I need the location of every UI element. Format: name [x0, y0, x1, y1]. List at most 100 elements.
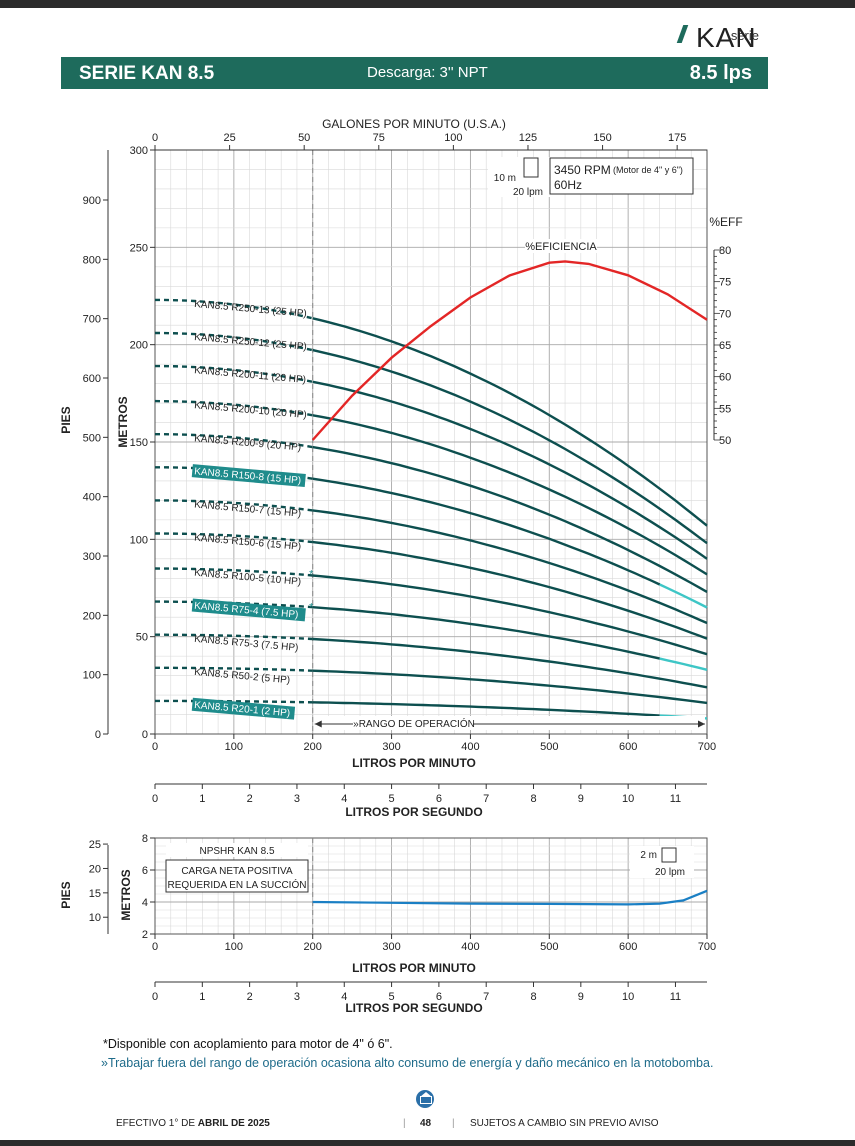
npsh-pies-axis-label: PIES	[59, 881, 73, 908]
footer-effective-date: ABRIL DE 2025	[197, 1118, 270, 1129]
brand-prefix: serie	[730, 28, 759, 43]
y-tick-label: 100	[130, 534, 148, 546]
y-tick-label: 0	[142, 729, 148, 741]
npsh-pies-tick-label: 25	[89, 839, 101, 851]
x-tick-label: 500	[540, 741, 558, 753]
npsh-y-axis-label: METROS	[119, 869, 133, 920]
npsh-x-tick-label: 600	[619, 941, 637, 953]
lps-tick-label: 0	[152, 793, 158, 805]
scale-box-vertical: 10 m	[494, 173, 516, 184]
pies-tick-label: 500	[83, 432, 101, 444]
bottom-bar	[0, 1140, 855, 1146]
pies-tick-label: 300	[83, 551, 101, 563]
npsh-x-tick-label: 300	[382, 941, 400, 953]
npsh-lps-tick-label: 10	[622, 991, 634, 1003]
pies-tick-label: 600	[83, 373, 101, 385]
npsh-lps-tick-label: 4	[341, 991, 347, 1003]
footer-separator: |	[403, 1118, 406, 1129]
lps-tick-label: 6	[436, 793, 442, 805]
pump-curve-label: KAN8.5 R150-7 (15 HP)	[194, 499, 302, 519]
npsh-lps-tick-label: 11	[670, 991, 681, 1003]
eff-tick-label: 65	[719, 340, 731, 352]
eff-tick-label: 80	[719, 245, 731, 257]
npsh-lps-tick-label: 1	[199, 991, 205, 1003]
npsh-x-tick-label: 700	[698, 941, 716, 953]
top-tick-label: 75	[373, 132, 385, 144]
lps-tick-label: 7	[483, 793, 489, 805]
top-tick-label: 25	[223, 132, 235, 144]
npsh-pies-tick-label: 15	[89, 888, 101, 900]
npsh-y-tick-label: 6	[142, 865, 148, 877]
top-tick-label: 100	[444, 132, 462, 144]
pump-curve	[312, 348, 708, 545]
npsh-x-tick-label: 400	[461, 941, 479, 953]
pies-tick-label: 700	[83, 314, 101, 326]
npsh-scale-horizontal: 20 lpm	[655, 867, 685, 878]
range-label-bg	[353, 717, 473, 730]
pump-curve	[312, 701, 660, 717]
lps-tick-label: 3	[294, 793, 300, 805]
npsh-pies-tick-label: 10	[89, 912, 101, 924]
npsh-title-bg	[166, 843, 308, 857]
footer-page-number: 48	[420, 1118, 432, 1129]
pump-curve	[312, 317, 708, 527]
x-tick-label: 400	[461, 741, 479, 753]
pump-curve-extended	[659, 583, 708, 609]
npsh-subtitle-line1: CARGA NETA POSITIVA	[181, 866, 293, 877]
npsh-lps-tick-label: 9	[578, 991, 584, 1003]
pies-tick-label: 800	[83, 254, 101, 266]
x-tick-label: 600	[619, 741, 637, 753]
star-footnote: *Disponible con acoplamiento para motor …	[103, 1037, 393, 1051]
top-tick-label: 0	[152, 132, 158, 144]
npsh-y-tick-label: 8	[142, 833, 148, 845]
pump-curve-label: KAN8.5 R200-9 (20 HP)	[194, 433, 302, 453]
banner-flow: 8.5 lps	[689, 62, 752, 84]
npsh-pies-tick-label: 20	[89, 863, 101, 875]
npsh-scale-vertical: 2 m	[640, 850, 657, 861]
rpm-box	[549, 157, 694, 195]
lps-tick-label: 10	[622, 793, 634, 805]
npsh-subtitle-line2: REQUERIDA EN LA SUCCIÓN	[168, 878, 307, 891]
footer-effective: EFECTIVO 1° DE ABRIL DE 2025	[116, 1118, 270, 1129]
top-tick-label: 175	[668, 132, 686, 144]
npsh-lps-tick-label: 5	[389, 991, 395, 1003]
pump-curve-label: KAN8.5 R250-12 (25 HP)	[194, 332, 307, 353]
lps-tick-label: 4	[341, 793, 347, 805]
lps-tick-label: 9	[578, 793, 584, 805]
npsh-lps-tick-label: 0	[152, 991, 158, 1003]
pies-tick-label: 900	[83, 195, 101, 207]
pump-curve	[312, 637, 708, 689]
top-tick-label: 50	[298, 132, 310, 144]
npsh-curve	[312, 889, 708, 906]
pump-curve-label: KAN8.5 R250-13 (25 HP)	[194, 299, 307, 320]
lps-tick-label: 1	[199, 793, 205, 805]
y-tick-label: 200	[130, 340, 148, 352]
pump-curve	[312, 509, 708, 625]
banner-title: SERIE KAN 8.5	[79, 63, 215, 84]
hz-label: 60Hz	[554, 178, 582, 192]
footer-effective-prefix: EFECTIVO 1° DE	[116, 1118, 196, 1129]
eff-tick-label: 55	[719, 403, 731, 415]
footer-notice: SUJETOS A CAMBIO SIN PREVIO AVISO	[470, 1118, 659, 1129]
npsh-x-tick-label: 0	[152, 941, 158, 953]
npsh-x-tick-label: 200	[304, 941, 322, 953]
lps-tick-label: 5	[389, 793, 395, 805]
motor-label: (Motor de 4" y 6")	[613, 165, 683, 175]
pies-tick-label: 200	[83, 610, 101, 622]
pump-curve-label-highlight	[191, 697, 296, 720]
lps-axis-label: LITROS POR SEGUNDO	[345, 805, 482, 819]
y-tick-label: 250	[130, 242, 148, 254]
y-axis-label: METROS	[116, 396, 130, 447]
scale-box-square	[523, 157, 539, 178]
pump-curve	[312, 669, 708, 705]
eff-tick-label: 50	[719, 435, 731, 447]
rpm-label: 3450 RPM	[554, 163, 611, 177]
top-tick-label: 150	[593, 132, 611, 144]
banner-discharge: Descarga: 3'' NPT	[367, 64, 488, 81]
x-tick-label: 300	[382, 741, 400, 753]
efficiency-label-bg	[525, 239, 597, 253]
scale-box-bg	[488, 157, 550, 197]
range-footnote: »Trabajar fuera del rango de operación o…	[101, 1056, 714, 1070]
efficiency-label: %EFICIENCIA	[525, 241, 597, 253]
